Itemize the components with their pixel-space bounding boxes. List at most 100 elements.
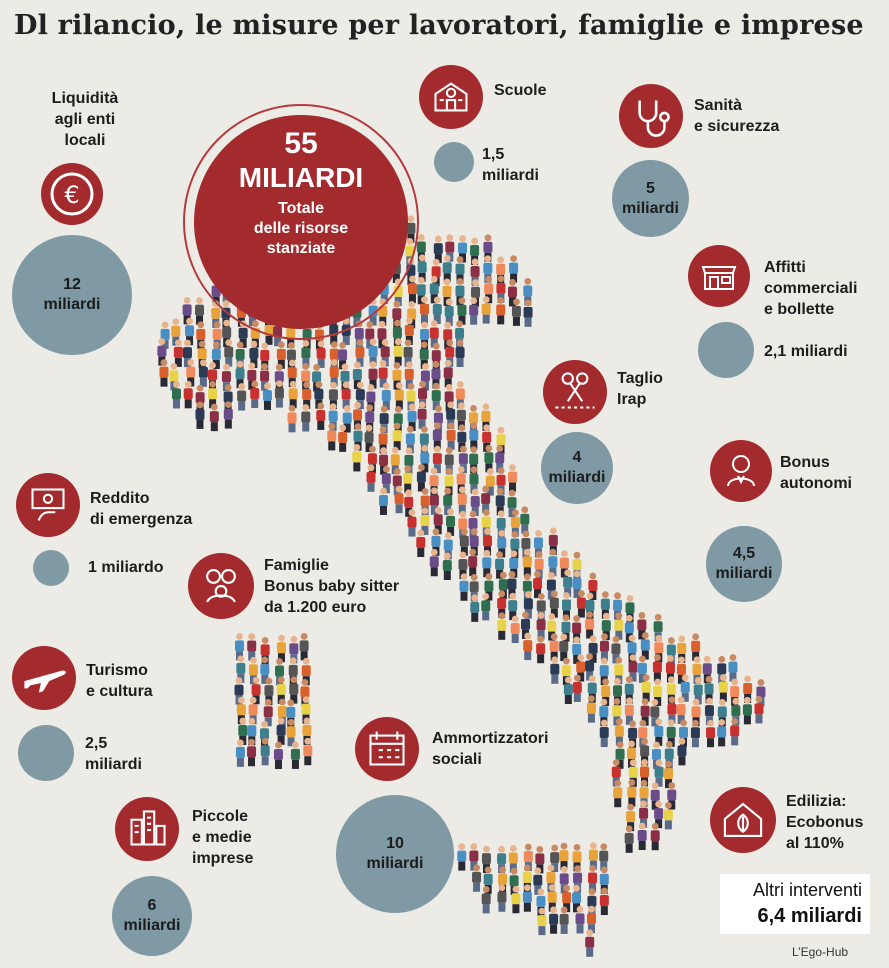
person-figure <box>301 339 311 368</box>
person-figure <box>482 549 492 578</box>
person-figure <box>394 382 404 410</box>
person-figure <box>559 842 569 871</box>
euro-icon: € <box>41 163 103 225</box>
person-figure <box>432 422 442 450</box>
person-figure <box>160 321 170 349</box>
person-figure <box>365 321 375 349</box>
person-figure <box>664 760 674 789</box>
person-figure <box>417 401 427 429</box>
person-figure <box>223 401 233 429</box>
person-figure <box>316 340 326 368</box>
person-figure <box>641 674 651 702</box>
person-figure <box>511 298 521 326</box>
airplane-icon <box>12 646 76 710</box>
person-figure <box>522 884 532 912</box>
person-figure <box>586 905 596 934</box>
person-figure <box>432 296 442 324</box>
person-figure <box>509 255 519 283</box>
person-figure <box>468 548 478 577</box>
person-figure <box>481 485 491 514</box>
person-figure <box>392 422 402 451</box>
person-figure <box>455 339 465 368</box>
person-figure <box>654 800 664 829</box>
person-figure <box>481 592 491 621</box>
person-figure <box>446 422 456 450</box>
bubble-pmi: 6 miliardi <box>112 876 192 956</box>
label-irap: Taglio Irap <box>617 370 663 408</box>
person-figure <box>537 907 547 936</box>
person-figure <box>368 361 378 389</box>
person-figure <box>420 507 430 536</box>
person-figure <box>652 654 662 682</box>
person-figure <box>585 653 595 681</box>
person-figure <box>511 885 521 914</box>
total-caption: Totale delle risorse stanziate <box>253 200 349 257</box>
person-figure <box>289 676 299 704</box>
person-figure <box>548 548 558 577</box>
person-figure <box>677 737 687 766</box>
calendar-icon <box>355 717 419 781</box>
person-figure <box>262 382 272 410</box>
family-icon <box>188 553 254 619</box>
person-figure <box>654 718 664 746</box>
person-figure <box>627 779 637 807</box>
person-figure <box>173 339 183 367</box>
label-liquidita: Liquidità agli enti locali <box>51 90 119 149</box>
person-figure <box>576 590 586 618</box>
person-figure <box>508 464 518 492</box>
stethoscope-icon <box>619 84 683 148</box>
other-measures-amount: 6,4 miliardi <box>757 905 863 927</box>
person-figure <box>572 884 582 913</box>
shop-icon <box>688 245 750 307</box>
label-reddito: Reddito di emergenza <box>90 490 193 528</box>
person-figure <box>469 297 479 325</box>
person-figure <box>378 360 388 388</box>
amount-turismo: 2,5 miliardi <box>85 735 142 773</box>
person-figure <box>691 633 701 661</box>
person-figure <box>419 296 429 324</box>
person-figure <box>341 381 351 409</box>
person-figure <box>549 590 559 618</box>
person-figure <box>250 380 260 409</box>
bubble-affitti <box>698 322 754 378</box>
person-figure <box>572 636 582 664</box>
person-figure <box>407 275 417 304</box>
person-figure <box>429 320 439 348</box>
person-figure <box>559 633 569 662</box>
person-figure <box>637 655 647 683</box>
person-figure <box>536 635 546 664</box>
label-ammortizzatori: Ammortizzatori sociali <box>432 730 549 768</box>
scissors-icon <box>543 360 607 424</box>
person-figure <box>286 718 296 747</box>
other-measures-label: Altri interventi <box>752 880 862 900</box>
person-figure <box>303 737 313 766</box>
person-figure <box>667 696 677 724</box>
person-figure <box>183 380 193 409</box>
person-figure <box>549 906 559 934</box>
amount-affitti: 2,1 miliardi <box>764 343 848 360</box>
person-figure <box>575 906 585 934</box>
person-figure <box>550 656 560 684</box>
bubble-ammortizzatori: 10 miliardi <box>336 795 454 913</box>
person-figure <box>572 674 582 702</box>
person-figure <box>446 508 456 536</box>
person-figure <box>224 339 234 367</box>
person-figure <box>171 381 181 409</box>
person-figure <box>301 404 311 432</box>
person-figure <box>247 633 257 661</box>
person-figure <box>260 656 270 684</box>
person-figure <box>290 741 300 769</box>
person-figure <box>407 509 417 537</box>
person-figure <box>276 717 286 745</box>
person-figure <box>403 465 413 493</box>
worker-icon <box>710 440 772 502</box>
person-figure <box>481 885 491 914</box>
person-figure <box>680 674 690 702</box>
person-figure <box>663 801 673 830</box>
person-figure <box>676 696 686 724</box>
person-figure <box>614 718 624 746</box>
person-figure <box>563 676 573 705</box>
person-figure <box>433 235 443 264</box>
person-figure <box>706 719 716 748</box>
person-figure <box>355 339 365 367</box>
